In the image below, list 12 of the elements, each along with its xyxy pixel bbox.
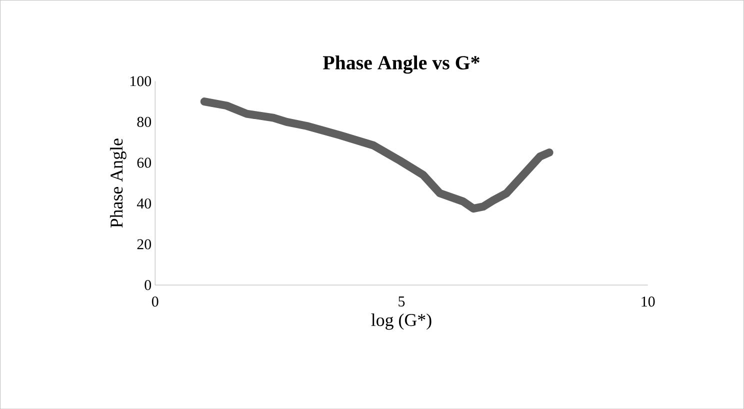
y-tick-label: 40 [136,198,152,208]
y-axis-title: Phase Angle [110,138,126,228]
y-tick-label: 80 [137,116,152,127]
x-axis-title: log (G*) [371,313,432,330]
x-tick-label: 0 [152,296,158,307]
y-tick-label: 0 [144,280,152,290]
y-tick-label: 60 [137,158,152,168]
x-tick-label: 10 [642,296,655,307]
y-tick-label: 100 [130,76,152,86]
x-tick-label: 5 [398,296,405,306]
chart-title: Phase Angle vs G* [323,55,480,74]
y-tick-label: 20 [137,239,152,250]
